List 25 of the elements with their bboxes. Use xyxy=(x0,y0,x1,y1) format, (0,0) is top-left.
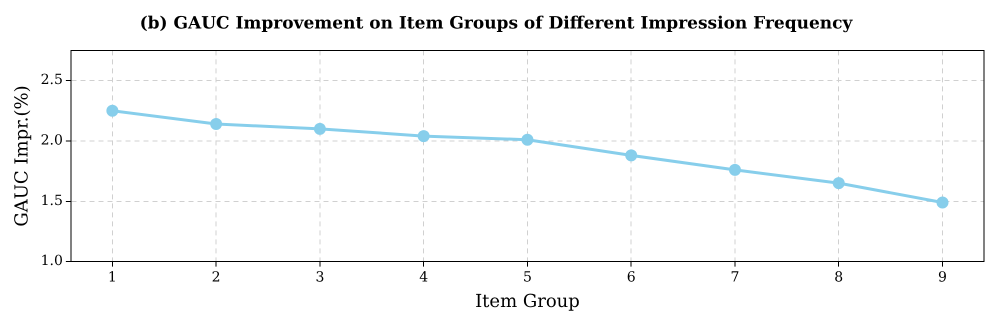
point xyxy=(521,134,534,146)
x-tick-label: 3 xyxy=(315,270,324,286)
x-tick-label: 4 xyxy=(419,270,428,286)
x-tick-label: 9 xyxy=(938,270,947,286)
y-tick-label: 1.0 xyxy=(40,253,63,270)
y-tick-label: 2.5 xyxy=(40,72,63,88)
x-axis-title: Item Group xyxy=(475,290,580,312)
x-tick-label: 8 xyxy=(834,270,844,286)
y-axis-title: GAUC Impr.(%) xyxy=(11,85,32,227)
point xyxy=(418,130,430,142)
x-tick-label: 2 xyxy=(212,270,221,286)
point xyxy=(314,122,326,135)
x-tick-label: 1 xyxy=(108,270,117,286)
chart-title: (b) GAUC Improvement on Item Groups of Different Impression Frequency xyxy=(140,14,854,34)
point xyxy=(936,196,948,208)
point xyxy=(832,177,845,190)
point xyxy=(728,164,741,176)
x-tick-label: 5 xyxy=(522,270,532,286)
x-tick-label: 6 xyxy=(626,270,636,286)
point xyxy=(625,149,638,162)
point xyxy=(210,118,222,130)
point xyxy=(106,104,118,117)
y-tick-label: 2.0 xyxy=(40,132,63,149)
y-tick-label: 1.5 xyxy=(40,192,63,209)
x-tick-label: 7 xyxy=(730,270,740,286)
